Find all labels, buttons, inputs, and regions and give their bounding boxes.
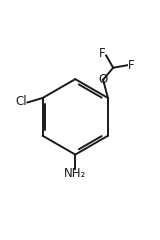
Text: O: O — [98, 73, 108, 86]
Text: F: F — [128, 59, 134, 72]
Text: Cl: Cl — [16, 96, 27, 108]
Text: F: F — [99, 47, 105, 60]
Text: NH₂: NH₂ — [64, 167, 86, 180]
